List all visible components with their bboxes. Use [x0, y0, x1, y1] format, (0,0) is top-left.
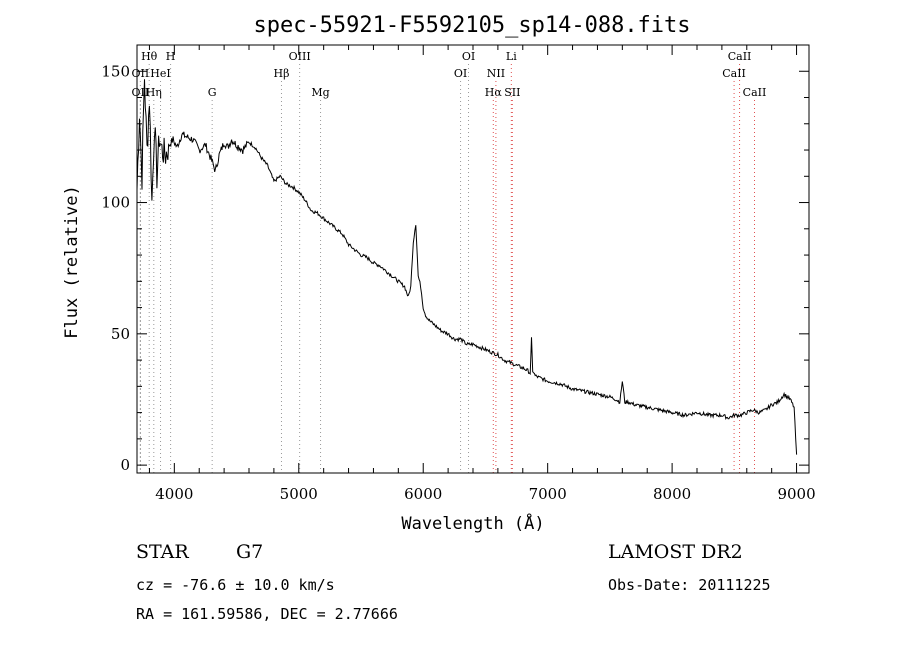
object-subclass: G7 — [236, 541, 264, 563]
line-label: HeI — [150, 67, 170, 80]
line-label: G — [208, 86, 217, 99]
line-label: Hα — [485, 86, 503, 99]
x-tick-label: 8000 — [653, 485, 691, 503]
survey-name: LAMOST DR2 — [608, 541, 743, 563]
line-label: OIII — [289, 50, 311, 63]
axis-ticks: 4000 5000 6000 7000 8000 9000 0 50 100 150 — [101, 44, 816, 503]
line-label: SII — [504, 86, 520, 99]
plot-frame — [136, 44, 810, 474]
x-tick-label: 6000 — [404, 485, 442, 503]
line-label: OII — [132, 67, 150, 80]
line-label: OI — [462, 50, 475, 63]
observation-date: Obs-Date: 20111225 — [608, 576, 771, 594]
x-axis-label: Wavelength (Å) — [401, 512, 544, 534]
line-label: Li — [506, 50, 517, 63]
line-label: Hη — [146, 86, 162, 99]
y-tick-label: 0 — [120, 456, 130, 474]
y-tick-label: 150 — [101, 62, 130, 80]
y-tick-label: 100 — [101, 194, 130, 212]
x-tick-label: 7000 — [529, 485, 567, 503]
line-label: CaII — [743, 86, 767, 99]
object-class: STAR — [136, 541, 189, 563]
x-tick-label: 4000 — [155, 485, 193, 503]
coordinates: RA = 161.59586, DEC = 2.77666 — [136, 605, 398, 623]
x-tick-label: 5000 — [280, 485, 318, 503]
x-tick-label: 9000 — [777, 485, 815, 503]
line-label: H — [166, 50, 176, 63]
y-tick-label: 50 — [111, 325, 130, 343]
redshift-cz: cz = -76.6 ± 10.0 km/s — [136, 576, 335, 594]
line-label: Hβ — [274, 67, 290, 80]
line-label: OI — [454, 67, 467, 80]
line-label: Hθ — [141, 50, 158, 63]
line-label: CaII — [728, 50, 752, 63]
line-label: Mg — [311, 86, 329, 99]
line-label: CaII — [722, 67, 746, 80]
y-axis-label: Flux (relative) — [62, 185, 82, 339]
line-label: NII — [487, 67, 505, 80]
spectrum-series-line — [136, 79, 798, 455]
chart-title: spec-55921-F5592105_sp14-088.fits — [253, 13, 690, 38]
